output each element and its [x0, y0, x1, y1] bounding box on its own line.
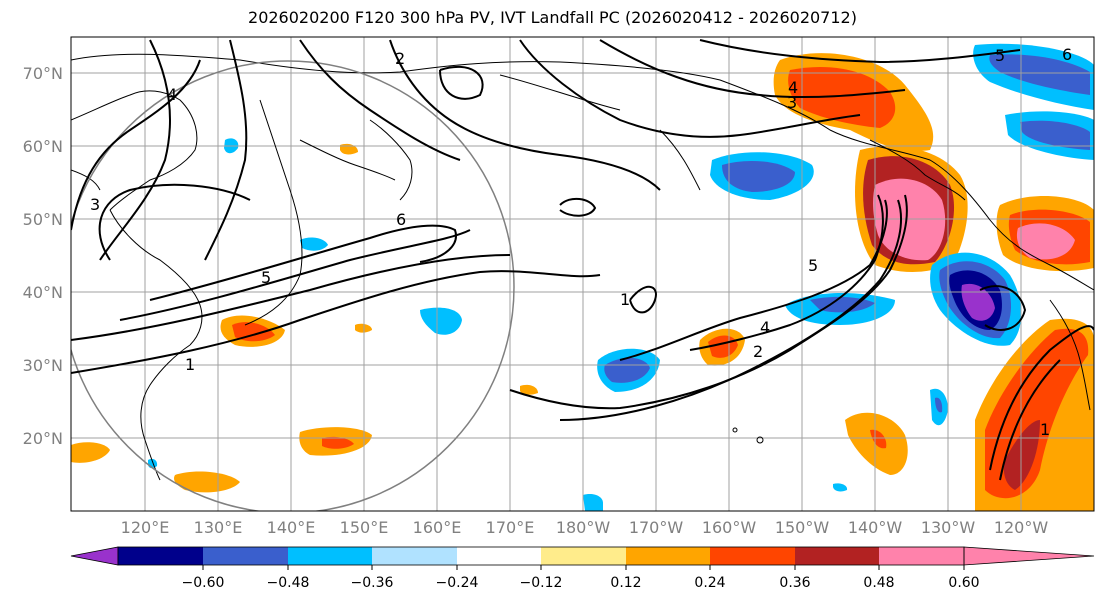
colorbar: −0.60 −0.48 −0.36 −0.24 −0.12 0.12 0.24 …: [70, 546, 1095, 591]
colorbar-tick: 0.60: [948, 575, 979, 591]
colorbar-tick: 0.48: [863, 575, 894, 591]
lon-label: 150°W: [775, 518, 830, 537]
graticule: [71, 37, 1094, 511]
lat-label: 40°N: [23, 283, 63, 302]
colorbar-extend-low: [70, 546, 119, 566]
colorbar-segment: [879, 547, 964, 565]
contour-label: 6: [1062, 45, 1072, 64]
contour-label: 1: [620, 290, 630, 309]
pv-contours: [71, 39, 1094, 481]
contour-label: 5: [808, 256, 818, 275]
colorbar-tick: −0.48: [267, 575, 310, 591]
contour-label: 3: [787, 93, 797, 112]
colorbar-segment: [795, 547, 879, 565]
contour-label: 2: [753, 342, 763, 361]
lon-label: 170°E: [486, 518, 535, 537]
map-title: 2026020200 F120 300 hPa PV, IVT Landfall…: [248, 8, 857, 27]
lon-label: 140°E: [267, 518, 316, 537]
lon-label: 130°W: [921, 518, 976, 537]
lon-label: 120°W: [994, 518, 1049, 537]
lon-label: 140°W: [848, 518, 903, 537]
contour-labels: 1 2 2 3 3 4 4 4 5 5 5 6 6 1 1: [90, 45, 1072, 439]
colorbar-segment: [541, 547, 626, 565]
colorbar-tick: −0.24: [436, 575, 479, 591]
contour-label: 1: [1040, 420, 1050, 439]
lat-label: 20°N: [23, 429, 63, 448]
coastlines: [71, 53, 1094, 481]
colorbar-tick: 0.24: [694, 575, 725, 591]
lon-label: 170°W: [629, 518, 684, 537]
lon-label: 160°E: [413, 518, 462, 537]
latitude-labels: 70°N 60°N 50°N 40°N 30°N 20°N: [23, 64, 63, 448]
analysis-radius-circle: [71, 60, 515, 511]
contour-label: 1: [185, 355, 195, 374]
colorbar-segment: [710, 547, 795, 565]
lat-label: 30°N: [23, 356, 63, 375]
colorbar-segment: [288, 547, 372, 565]
map-frame: [70, 36, 1095, 512]
colorbar-segment: [457, 547, 541, 565]
lon-label: 130°E: [194, 518, 243, 537]
contour-label: 4: [760, 318, 770, 337]
contour-label: 4: [167, 85, 177, 104]
longitude-labels: 120°E 130°E 140°E 150°E 160°E 170°E 180°…: [121, 518, 1049, 537]
lon-label: 120°E: [121, 518, 170, 537]
lat-label: 50°N: [23, 210, 63, 229]
colorbar-tick: 0.12: [610, 575, 641, 591]
colorbar-segment: [372, 547, 457, 565]
contour-label: 2: [395, 49, 405, 68]
colorbar-segment: [118, 547, 203, 565]
contour-label: 5: [995, 46, 1005, 65]
colorbar-tick: −0.36: [351, 575, 394, 591]
colorbar-extend-high: [963, 546, 1095, 566]
lon-label: 150°E: [340, 518, 389, 537]
contour-label: 3: [90, 195, 100, 214]
colorbar-segment: [203, 547, 288, 565]
colorbar-tick: 0.36: [779, 575, 810, 591]
lon-label: 160°W: [702, 518, 757, 537]
lat-label: 70°N: [23, 64, 63, 83]
lat-label: 60°N: [23, 137, 63, 156]
contour-label: 6: [396, 210, 406, 229]
contour-label: 4: [788, 78, 798, 97]
lon-label: 180°W: [556, 518, 611, 537]
colorbar-segment: [626, 547, 710, 565]
colorbar-tick: −0.12: [520, 575, 563, 591]
colorbar-tick: −0.60: [182, 575, 225, 591]
contour-label: 5: [261, 268, 271, 287]
